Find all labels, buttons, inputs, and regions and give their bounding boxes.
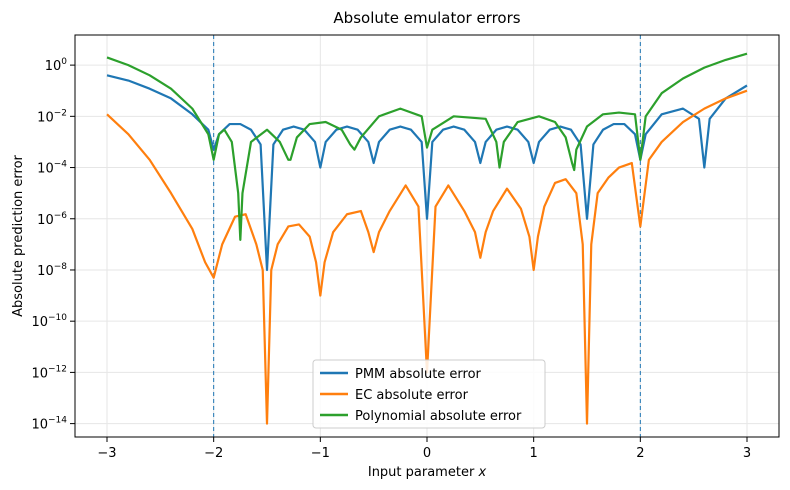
y-axis-label: Absolute prediction error	[11, 154, 26, 316]
x-tick-label: 2	[636, 446, 644, 461]
x-axis-label-text: Input parameter	[368, 465, 475, 480]
y-tick-label: 10−14	[31, 416, 67, 433]
y-tick-label: 10−2	[37, 108, 67, 125]
x-tick-label: −3	[97, 446, 116, 461]
x-tick-label: 1	[530, 446, 538, 461]
y-tick-label: 100	[45, 57, 68, 74]
legend-box	[312, 359, 546, 429]
y-tick-label: 10−10	[31, 313, 67, 330]
legend-label-pmm: PMM absolute error	[355, 367, 482, 382]
x-axis-label-variable: x	[477, 465, 486, 480]
x-tick-label: 0	[423, 446, 431, 461]
y-tick-label: 10−6	[37, 211, 67, 228]
y-tick-label: 10−12	[31, 364, 67, 381]
x-tick-label: 3	[743, 446, 751, 461]
series-line-pmm	[106, 74, 748, 272]
x-axis-ticks: −3 −2 −1 0 1 2 3	[97, 437, 751, 461]
chart-title: Absolute emulator errors	[333, 9, 520, 27]
reference-lines	[213, 35, 641, 437]
x-tick-label: −2	[204, 446, 223, 461]
y-tick-label: 10−4	[37, 160, 67, 177]
legend-label-polynomial: Polynomial absolute error	[355, 409, 522, 424]
x-axis-label: Input parameter x	[368, 465, 487, 480]
series-line-polynomial	[106, 52, 748, 241]
legend-label-ec: EC absolute error	[355, 388, 469, 403]
legend: PMM absolute error EC absolute error Pol…	[312, 359, 546, 429]
x-tick-label: −1	[311, 446, 330, 461]
y-axis-ticks: 100 10−2 10−4 10−6 10−8 10−10 10−12 10−14	[31, 57, 75, 433]
y-tick-label: 10−8	[37, 262, 67, 279]
